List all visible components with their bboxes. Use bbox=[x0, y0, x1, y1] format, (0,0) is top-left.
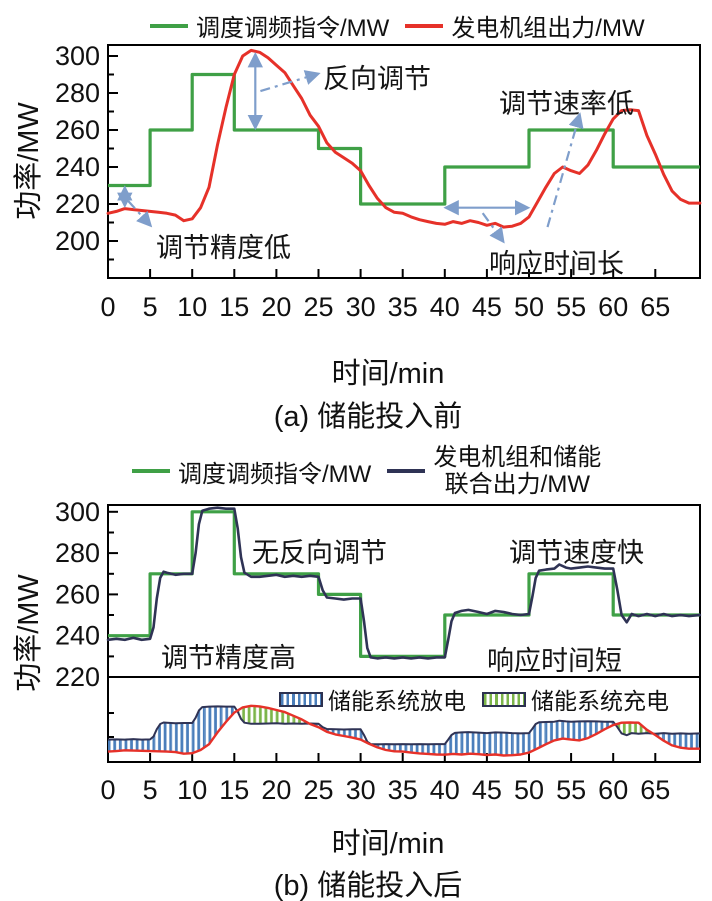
annotation-low-precision: 调节精度低 bbox=[156, 233, 291, 263]
y-tick-label-a: 280 bbox=[55, 78, 100, 108]
legend-label-combined-line2: 联合出力/MW bbox=[444, 471, 590, 498]
x-axis-title-b: 时间/min bbox=[331, 828, 445, 860]
generator-output-series bbox=[106, 48, 702, 229]
caption-panel-a: (a) 储能投入前 bbox=[273, 401, 463, 433]
command-line-swatch-b bbox=[132, 469, 170, 473]
y-tick-label-b: 240 bbox=[55, 621, 100, 651]
y-tick-label-a: 240 bbox=[55, 152, 100, 182]
combined-output-series bbox=[106, 506, 702, 660]
x-tick-label-a: 55 bbox=[556, 292, 586, 322]
charge-hatch-swatch bbox=[482, 691, 526, 707]
y-tick-label-a: 260 bbox=[55, 115, 100, 145]
x-tick-label-b: 40 bbox=[430, 775, 460, 805]
x-tick-label-b: 5 bbox=[143, 775, 158, 805]
x-tick-label-a: 0 bbox=[100, 292, 115, 322]
x-tick-label-b: 20 bbox=[261, 775, 291, 805]
annotation-long-response-time: 响应时间长 bbox=[489, 249, 624, 279]
leader-arrow bbox=[481, 212, 505, 244]
legend-label-combined-line1: 发电机组和储能 bbox=[433, 444, 602, 471]
x-tick-label-a: 65 bbox=[640, 292, 670, 322]
x-tick-label-b: 25 bbox=[303, 775, 333, 805]
x-tick-label-a: 5 bbox=[143, 292, 158, 322]
x-tick-label-b: 15 bbox=[219, 775, 249, 805]
legend-panel-a: 调度调频指令/MW 发电机组出力/MW bbox=[150, 8, 645, 43]
legend-label-command-b: 调度调频指令/MW bbox=[178, 460, 372, 488]
x-axis-title-a: 时间/min bbox=[331, 358, 445, 390]
leader-arrow bbox=[127, 200, 153, 228]
y-tick-label-b: 300 bbox=[55, 497, 100, 527]
x-tick-label-a: 40 bbox=[430, 292, 460, 322]
caption-panel-b: (b) 储能投入后 bbox=[273, 870, 463, 901]
legend-storage-panel: 储能系统放电 储能系统充电 bbox=[279, 682, 669, 716]
x-tick-label-a: 50 bbox=[514, 292, 544, 322]
x-tick-label-a: 60 bbox=[598, 292, 628, 322]
x-tick-label-b: 45 bbox=[472, 775, 502, 805]
x-tick-label-a: 35 bbox=[388, 292, 418, 322]
x-tick-label-a: 15 bbox=[219, 292, 249, 322]
x-tick-label-a: 20 bbox=[261, 292, 291, 322]
y-tick-label-a: 200 bbox=[55, 226, 100, 256]
annotation-reverse-regulation: 反向调节 bbox=[323, 64, 431, 94]
x-tick-label-a: 45 bbox=[472, 292, 502, 322]
legend-label-command-a: 调度调频指令/MW bbox=[196, 15, 390, 42]
combined-line-swatch bbox=[387, 469, 426, 473]
y-tick-label-b: 280 bbox=[55, 538, 100, 568]
x-tick-label-a: 30 bbox=[346, 292, 376, 322]
annotation-short-response-time: 响应时间短 bbox=[487, 646, 622, 676]
x-tick-label-b: 0 bbox=[100, 775, 115, 805]
discharge-hatch-swatch bbox=[279, 691, 323, 707]
y-tick-label-a: 220 bbox=[55, 189, 100, 219]
command-line-swatch-a bbox=[150, 23, 188, 28]
leader-arrow bbox=[546, 112, 584, 228]
y-tick-label-b: 260 bbox=[55, 579, 100, 609]
x-tick-label-b: 60 bbox=[598, 775, 628, 805]
x-tick-label-a: 10 bbox=[177, 292, 207, 322]
x-tick-label-b: 30 bbox=[346, 775, 376, 805]
y-axis-title-a: 功率/MW bbox=[13, 102, 45, 220]
legend-label-combined: 发电机组和储能 联合出力/MW bbox=[433, 444, 601, 498]
panel-a-axes: 0 5 10 15 20 25 30 35 40 45 50 55 60 65 200 220 240 260 28… bbox=[55, 41, 701, 322]
x-tick-label-b: 65 bbox=[640, 775, 670, 805]
command-step-series-a bbox=[108, 72, 700, 206]
x-tick-label-b: 55 bbox=[556, 775, 586, 805]
y-axis-title-b: 功率/MW bbox=[13, 574, 45, 692]
legend-label-generator: 发电机组出力/MW bbox=[451, 15, 645, 42]
legend-label-discharge: 储能系统放电 bbox=[328, 688, 466, 714]
generator-output-sub-series bbox=[107, 704, 700, 757]
x-tick-label-b: 10 bbox=[177, 775, 207, 805]
legend-label-charge: 储能系统充电 bbox=[531, 688, 669, 714]
annotation-low-ramp-rate: 调节速率低 bbox=[499, 89, 634, 119]
annotation-fast-regulation: 调节速度快 bbox=[509, 538, 644, 568]
x-tick-label-a: 25 bbox=[303, 292, 333, 322]
legend-panel-b: 调度调频指令/MW 发电机组和储能 联合出力/MW bbox=[132, 444, 601, 498]
annotation-high-precision: 调节精度高 bbox=[161, 643, 296, 673]
y-tick-label-b: 220 bbox=[55, 662, 100, 692]
y-tick-label-a: 300 bbox=[55, 41, 100, 71]
x-tick-label-b: 50 bbox=[514, 775, 544, 805]
annotation-no-reverse-regulation: 无反向调节 bbox=[252, 538, 387, 568]
generator-line-swatch bbox=[405, 23, 444, 28]
leader-arrow bbox=[260, 70, 321, 93]
panel-b-axes: 0 5 10 15 20 25 30 35 40 45 50 55 60 65 220 240 260 280 30… bbox=[55, 497, 701, 805]
combined-output-sub-series bbox=[107, 705, 700, 746]
x-tick-label-b: 35 bbox=[388, 775, 418, 805]
